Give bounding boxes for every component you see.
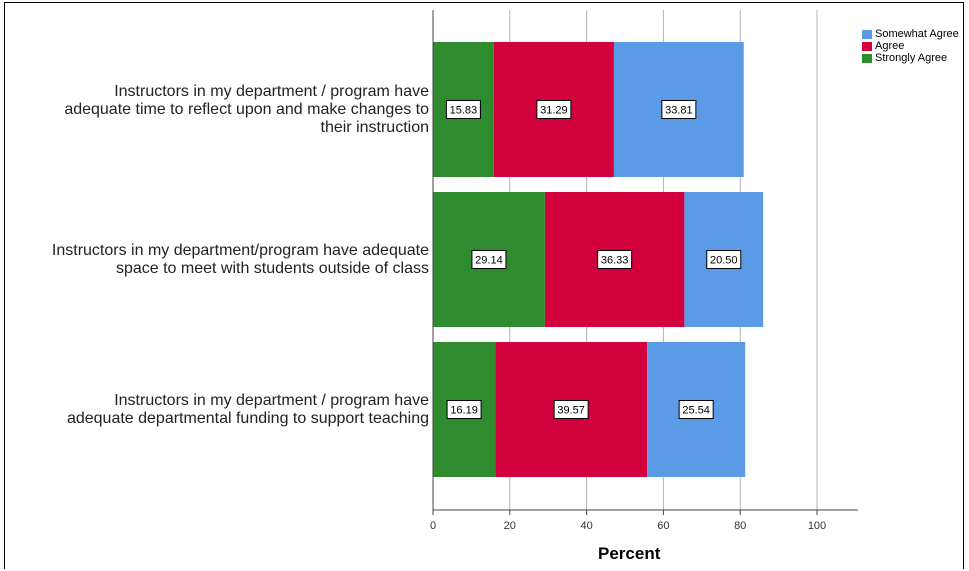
data-label: 25.54	[682, 405, 710, 417]
legend-item: Strongly Agree	[862, 52, 959, 64]
legend-swatch	[862, 41, 872, 51]
data-label-box	[706, 250, 742, 269]
x-axis-title: Percent	[598, 544, 661, 563]
data-label-box	[445, 100, 481, 119]
x-tick-label: 0	[430, 520, 436, 532]
data-label-box	[661, 100, 697, 119]
legend-swatch	[862, 53, 872, 63]
legend: Somewhat Agree Agree Strongly Agree	[862, 28, 959, 64]
data-label-box	[446, 400, 482, 419]
data-label: 15.83	[450, 105, 478, 117]
legend-label: Somewhat Agree	[875, 28, 959, 40]
legend-item: Agree	[862, 40, 959, 52]
category-label: Instructors in my department / program h…	[66, 391, 429, 427]
x-tick-label: 20	[504, 520, 516, 532]
data-label: 39.57	[557, 405, 585, 417]
legend-item: Somewhat Agree	[862, 28, 959, 40]
x-tick-label: 60	[657, 520, 669, 532]
legend-label: Strongly Agree	[875, 52, 948, 64]
x-tick-label: 80	[734, 520, 746, 532]
data-label-box	[536, 100, 572, 119]
data-label-box	[597, 250, 633, 269]
category-label: Instructors in my department/program hav…	[51, 241, 429, 277]
data-label: 29.14	[475, 255, 503, 267]
data-label: 36.33	[601, 255, 629, 267]
data-label: 20.50	[710, 255, 738, 267]
data-label: 33.81	[665, 105, 693, 117]
data-label: 31.29	[540, 105, 568, 117]
chart-frame	[4, 2, 964, 569]
x-tick-label: 40	[580, 520, 592, 532]
data-label-box	[471, 250, 507, 269]
x-tick-label: 100	[808, 520, 826, 532]
legend-swatch	[862, 29, 872, 39]
data-label-box	[553, 400, 589, 419]
data-label-box	[678, 400, 714, 419]
data-label: 16.19	[450, 405, 478, 417]
legend-label: Agree	[875, 40, 905, 52]
category-label: Instructors in my department / program h…	[64, 82, 429, 136]
